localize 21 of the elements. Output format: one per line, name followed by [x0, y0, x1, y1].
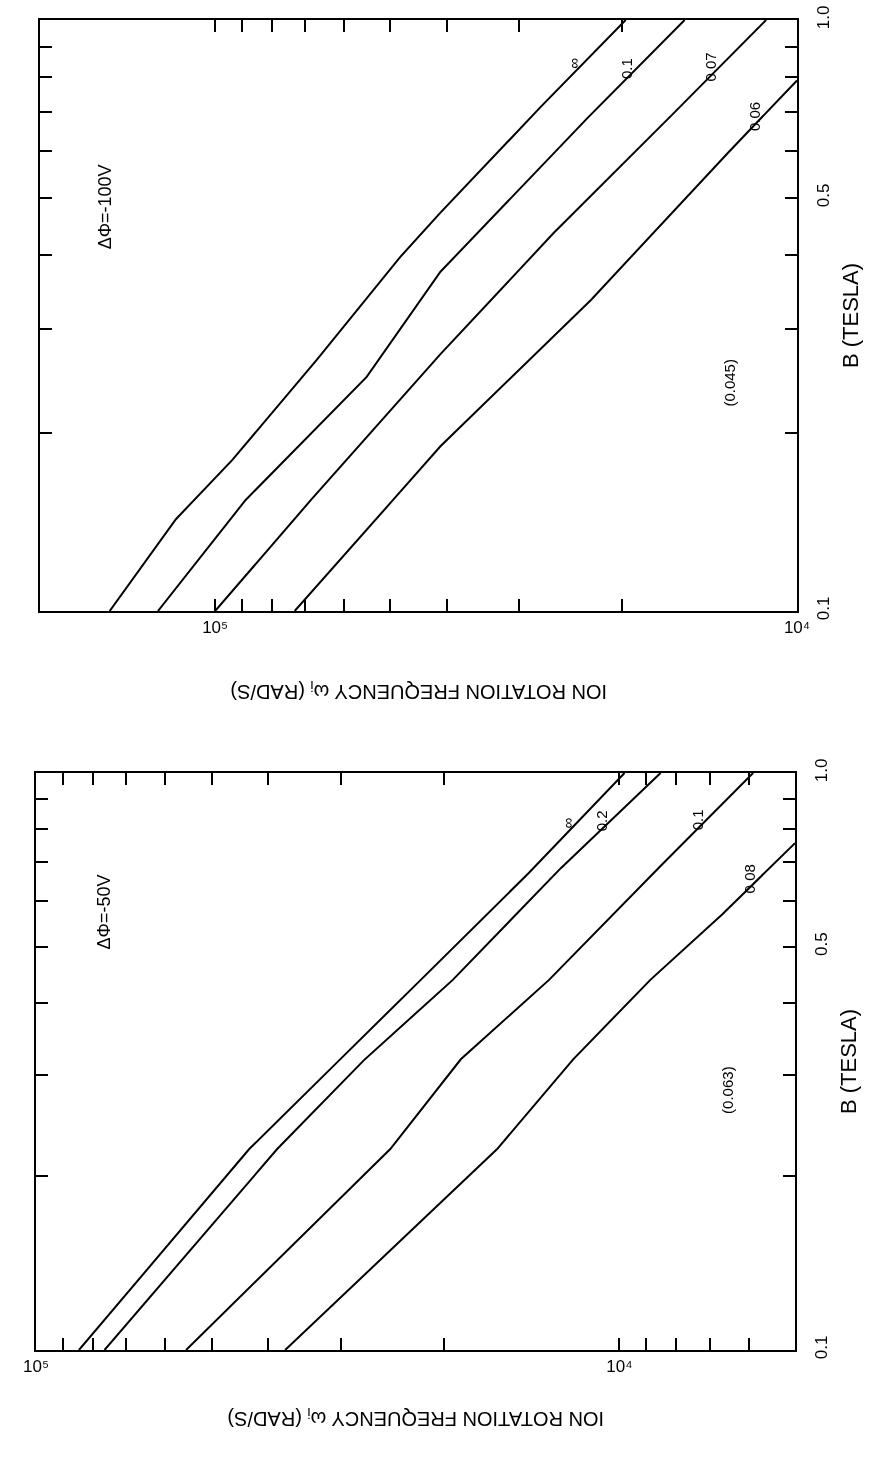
- y-axis-title: B (TESLA): [837, 262, 863, 369]
- text: ∞: [565, 57, 583, 69]
- y-tick-label: 0.5: [812, 932, 832, 956]
- x-tick-label: 10⁴: [606, 1357, 633, 1377]
- text: ∞: [558, 817, 576, 829]
- annotation: (0.045): [720, 359, 738, 407]
- y-tick-label: 0.1: [814, 596, 834, 621]
- y-tick-label: 0.1: [812, 1335, 832, 1360]
- annotation: ΔΦ=-100V: [94, 164, 115, 250]
- annotation: ΔΦ=-50V: [94, 874, 115, 950]
- y-tick-label: 1.0: [812, 758, 832, 783]
- text: 0.1: [618, 58, 636, 80]
- annotation: (0.063): [719, 1066, 737, 1114]
- text: 0.08: [740, 864, 758, 894]
- y-tick-label: 0.5: [814, 183, 834, 208]
- x-tick-label: 10⁵: [23, 1357, 49, 1377]
- text: 0.2: [593, 810, 611, 832]
- y-axis-title: B (TESLA): [835, 1008, 861, 1115]
- x-tick-label: 10⁴: [783, 618, 811, 638]
- y-tick-label: 1.0: [814, 5, 834, 30]
- x-tick-label: 10⁵: [202, 618, 229, 638]
